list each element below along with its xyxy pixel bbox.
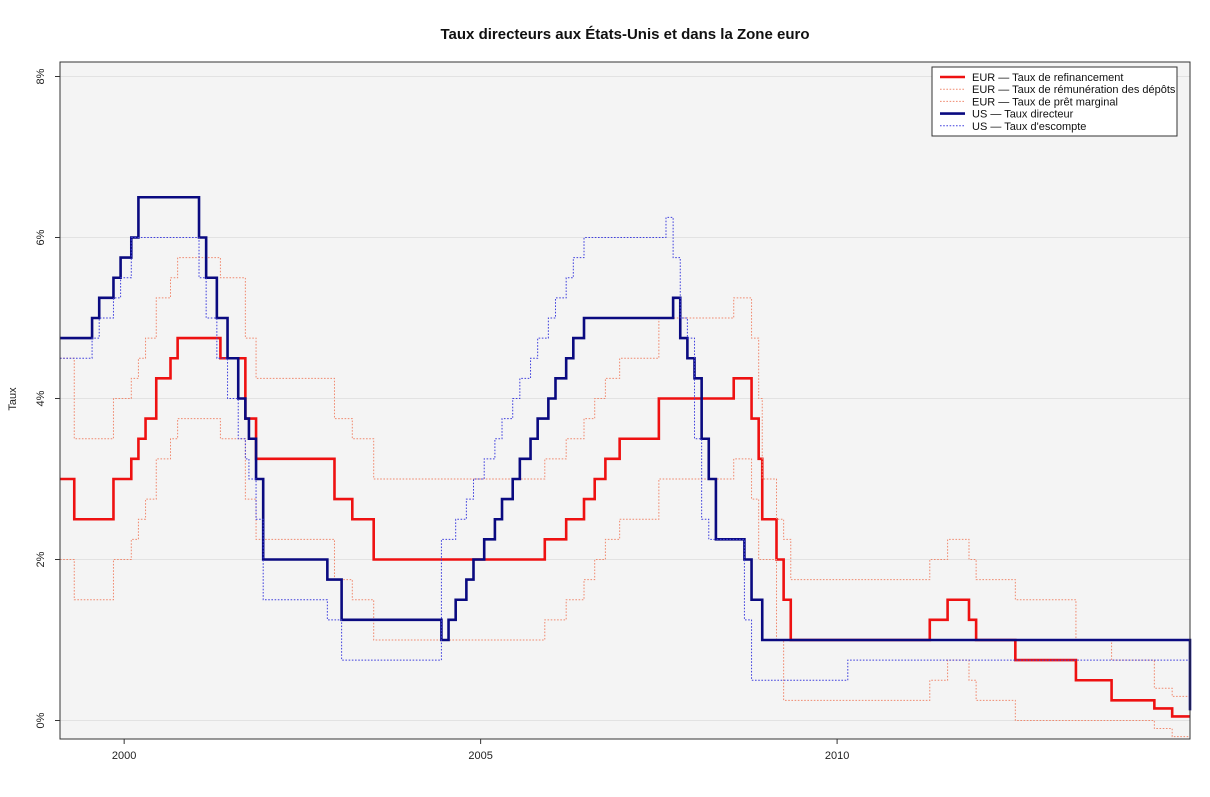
series-line xyxy=(60,336,1190,718)
legend-label: US — Taux d'escompte xyxy=(972,121,1086,133)
x-tick-label: 2005 xyxy=(468,750,492,762)
series-line xyxy=(60,216,1190,681)
plot-area: 0% 2% 4% 6% 8% 2000 2005 2010 xyxy=(35,61,1192,762)
series-line xyxy=(60,257,1190,697)
y-tick-label: 8% xyxy=(35,68,47,84)
y-tick-label: 4% xyxy=(35,390,47,406)
series-line xyxy=(60,195,1192,711)
y-tick-label: 6% xyxy=(35,229,47,245)
plot-background xyxy=(60,62,1190,739)
legend-box xyxy=(931,66,1178,137)
legend-label: EUR — Taux de rémunération des dépôts xyxy=(972,84,1176,96)
x-tick-label: 2010 xyxy=(825,750,849,762)
chart-title: Taux directeurs aux États-Unis et dans l… xyxy=(441,26,810,43)
y-axis-label: Taux xyxy=(7,387,19,411)
x-tick-label: 2000 xyxy=(112,750,136,762)
legend-label: EUR — Taux de refinancement xyxy=(972,72,1123,84)
legend-label: US — Taux directeur xyxy=(972,109,1074,121)
y-tick-label: 0% xyxy=(35,712,47,728)
plot-border xyxy=(59,61,1191,740)
y-tick-label: 2% xyxy=(35,551,47,567)
legend-label: EUR — Taux de prêt marginal xyxy=(972,96,1118,108)
